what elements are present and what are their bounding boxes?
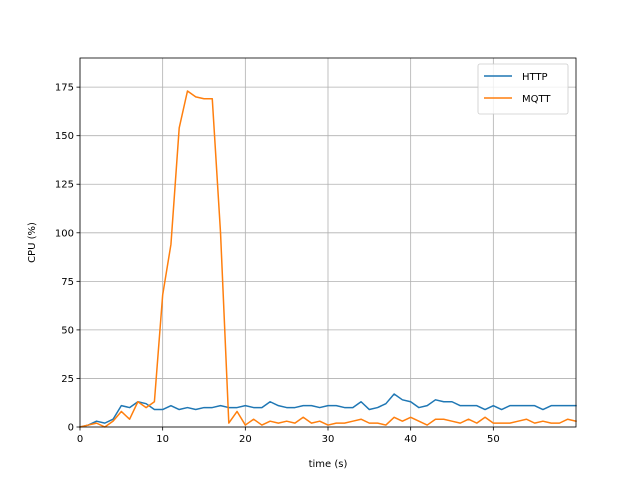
y-tick-label: 0 xyxy=(68,423,74,434)
y-tick-label: 75 xyxy=(61,277,74,288)
y-tick-label: 125 xyxy=(55,180,74,191)
legend: HTTP MQTT xyxy=(477,63,569,115)
x-tick-label: 10 xyxy=(156,434,169,445)
series-layer xyxy=(79,90,577,428)
x-tick-label: 50 xyxy=(487,434,500,445)
x-tick-label: 40 xyxy=(404,434,417,445)
legend-label-http: HTTP xyxy=(522,72,548,83)
x-axis-label: time (s) xyxy=(309,459,348,470)
y-tick-label: 100 xyxy=(55,228,74,239)
legend-label-mqtt: MQTT xyxy=(522,94,551,105)
x-tick-label: 30 xyxy=(322,434,335,445)
x-tick-label: 20 xyxy=(239,434,252,445)
y-tick-label: 50 xyxy=(61,325,74,336)
x-axis-ticks: 0 10 20 30 40 50 xyxy=(77,427,500,445)
y-axis-label: CPU (%) xyxy=(27,222,38,263)
series-line-http xyxy=(79,393,577,428)
x-tick-label: 0 xyxy=(77,434,83,445)
y-tick-label: 25 xyxy=(61,374,74,385)
y-tick-label: 175 xyxy=(55,83,74,94)
y-axis-ticks: 0 25 50 75 100 125 150 175 xyxy=(55,83,80,434)
y-tick-label: 150 xyxy=(55,131,74,142)
series-line-mqtt xyxy=(79,90,577,428)
